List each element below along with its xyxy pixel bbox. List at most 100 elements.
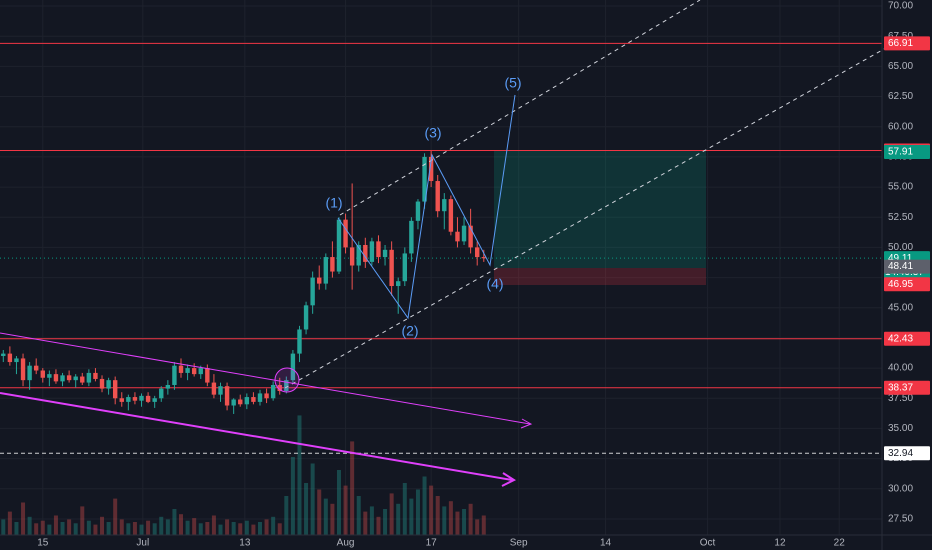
volume-bar <box>389 493 394 535</box>
x-tick-label: Oct <box>700 538 716 549</box>
candle-body <box>53 374 59 382</box>
candle-body <box>264 393 269 399</box>
candle-body <box>317 277 322 284</box>
candle-body <box>303 305 309 330</box>
y-tick-label: 60.00 <box>888 121 913 132</box>
candle-body <box>343 219 348 248</box>
volume-bar <box>21 502 26 535</box>
candle-body <box>198 368 203 375</box>
volume-bar <box>40 520 45 535</box>
volume-bar <box>481 515 486 535</box>
candle-body <box>106 380 111 389</box>
volume-bar <box>475 519 480 535</box>
x-tick-label: Jul <box>136 538 149 549</box>
candle-body <box>191 368 197 375</box>
candle-body <box>277 384 282 392</box>
volume-bar <box>277 523 282 535</box>
volume-bar <box>271 516 276 535</box>
candle-body <box>211 382 217 395</box>
candle-body <box>238 399 243 405</box>
candle-body <box>73 376 78 381</box>
candle-body <box>60 375 65 382</box>
x-tick-label: 22 <box>834 538 846 549</box>
volume-bar <box>264 519 269 535</box>
volume-bar <box>336 470 341 535</box>
candle-body <box>455 231 460 242</box>
y-tick-label: 70.00 <box>888 1 913 12</box>
volume-bar <box>356 496 361 535</box>
volume-bar <box>363 511 368 535</box>
volume-bar <box>86 520 91 535</box>
volume-bar <box>448 501 453 535</box>
volume-bar <box>297 415 302 535</box>
price-tag-label: 38.37 <box>888 382 913 393</box>
volume-bar <box>225 519 230 535</box>
axis: 70.0067.5065.0062.5060.0057.5055.0052.50… <box>37 1 930 549</box>
candle-body <box>369 241 375 262</box>
grid <box>0 0 882 535</box>
candle-body <box>34 365 39 371</box>
channel-lower <box>284 39 901 389</box>
volume-bar <box>251 524 256 535</box>
price-tag <box>884 380 930 395</box>
price-tag-label: 32.94 <box>888 448 913 459</box>
volume-bar <box>369 506 374 535</box>
volume-bar <box>1 519 6 535</box>
candle-body <box>363 244 368 262</box>
volume-bar <box>231 522 236 535</box>
volume-bar <box>376 516 381 535</box>
volume-bar <box>317 489 322 535</box>
candle-body <box>382 249 388 258</box>
volume-bar <box>106 522 111 535</box>
y-tick-label: 50.00 <box>888 242 913 253</box>
price-tag-label: 46.95 <box>888 279 913 290</box>
volume-bar <box>14 522 19 535</box>
candle-body <box>310 277 315 306</box>
price-tag <box>884 331 930 346</box>
levels <box>0 42 882 454</box>
y-tick-label: 37.50 <box>888 393 913 404</box>
candle-body <box>93 372 98 379</box>
candle-body <box>86 372 92 383</box>
profit-zone <box>494 150 706 268</box>
candle-body <box>349 247 355 266</box>
volume-bar <box>100 516 105 535</box>
price-tag-label: 57.91 <box>888 147 913 158</box>
y-tick-label: 30.00 <box>888 483 913 494</box>
candle-body <box>145 395 151 402</box>
candle-body <box>323 257 329 284</box>
volume-bar <box>113 498 118 535</box>
volume-bar <box>415 489 420 535</box>
volume-bar <box>165 519 170 535</box>
candle-body <box>396 281 401 287</box>
x-tick-label: 17 <box>426 538 438 549</box>
arrow-head <box>520 418 533 429</box>
volume-bar <box>402 483 407 535</box>
candle-body <box>231 399 236 406</box>
volume-bar <box>139 524 144 535</box>
wave-label: (4) <box>486 276 503 292</box>
candle-body <box>14 358 19 363</box>
volume-bar <box>172 509 177 535</box>
volume-bar <box>205 522 210 535</box>
volume-bar <box>179 514 184 535</box>
candle-body <box>224 386 230 406</box>
candle-body <box>112 380 118 399</box>
arrow-head <box>501 472 517 487</box>
candle-body <box>66 375 72 381</box>
candle-body <box>7 353 13 363</box>
candle-body <box>415 201 421 221</box>
volume-bar <box>34 523 39 535</box>
candle-body <box>119 398 124 402</box>
volume-bar <box>93 524 98 535</box>
candle-body <box>257 393 263 402</box>
x-tick-label: Aug <box>337 538 355 549</box>
candle-body <box>297 329 302 354</box>
candle-body <box>139 395 144 401</box>
volume-bar <box>211 515 216 535</box>
x-tick-label: 14 <box>600 538 612 549</box>
volume-bar <box>468 503 473 535</box>
volume-bar <box>330 503 335 535</box>
